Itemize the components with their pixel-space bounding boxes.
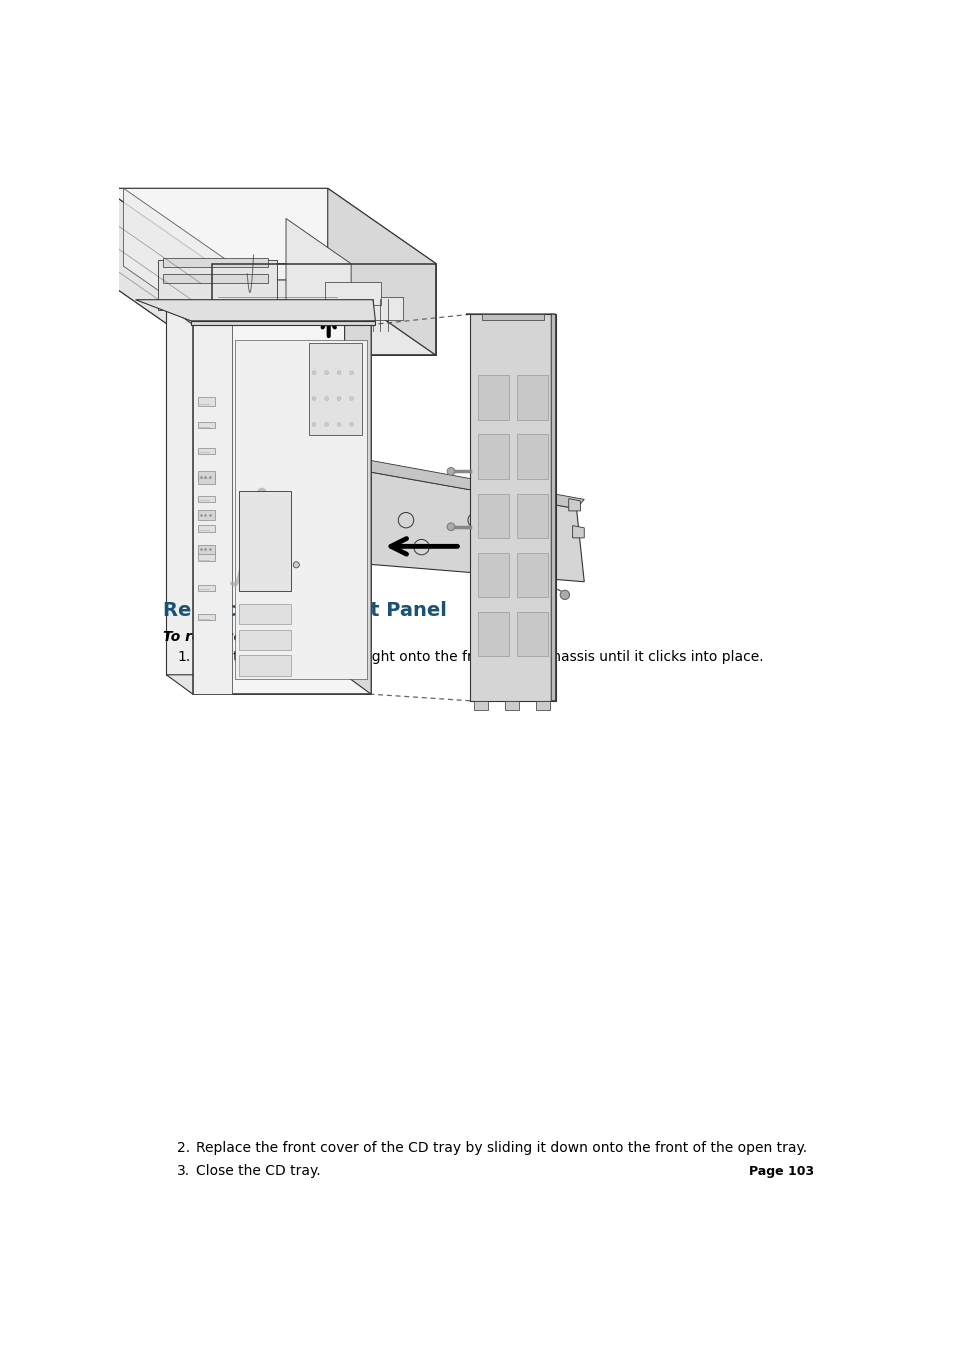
Polygon shape [470,315,555,701]
Polygon shape [166,305,344,674]
Polygon shape [197,509,214,520]
Polygon shape [197,544,214,554]
Polygon shape [505,701,518,711]
Circle shape [312,370,315,374]
Circle shape [559,590,569,600]
Text: Replacing the Front Panel: Replacing the Front Panel [163,601,447,620]
Polygon shape [235,340,367,678]
Polygon shape [477,376,509,420]
Polygon shape [197,422,214,428]
Polygon shape [197,526,214,531]
Text: 2.: 2. [177,1140,191,1155]
Polygon shape [197,471,214,484]
Polygon shape [239,630,291,650]
Polygon shape [347,297,402,320]
Polygon shape [166,305,371,324]
Text: 1.: 1. [177,650,191,665]
Polygon shape [104,188,328,280]
Polygon shape [325,282,381,305]
Polygon shape [359,461,583,508]
Polygon shape [197,474,214,480]
Polygon shape [166,674,371,694]
Text: To replace the front panel: To replace the front panel [163,630,366,644]
Polygon shape [197,447,214,454]
Polygon shape [536,701,550,711]
Polygon shape [197,585,214,590]
Polygon shape [477,612,509,657]
Text: 3.: 3. [177,1163,191,1178]
Text: Push the front panel straight onto the front of the chassis until it clicks into: Push the front panel straight onto the f… [195,650,762,665]
Polygon shape [193,324,371,694]
Polygon shape [348,470,583,582]
Polygon shape [104,280,436,355]
Polygon shape [477,435,509,478]
Polygon shape [517,612,547,657]
Polygon shape [163,274,268,282]
Polygon shape [169,308,279,339]
Polygon shape [517,376,547,420]
Circle shape [349,397,353,400]
Text: Close the CD tray.: Close the CD tray. [195,1163,320,1178]
Polygon shape [344,485,359,501]
Polygon shape [344,305,371,694]
Polygon shape [481,315,543,320]
Circle shape [349,370,353,374]
Polygon shape [477,493,509,538]
Polygon shape [104,188,436,263]
Circle shape [336,397,340,400]
Polygon shape [477,553,509,597]
Polygon shape [517,553,547,597]
Polygon shape [197,397,214,405]
Polygon shape [197,553,214,561]
Text: Page 103: Page 103 [748,1165,814,1178]
Polygon shape [517,435,547,478]
Polygon shape [239,490,291,590]
Circle shape [293,562,299,567]
Circle shape [324,370,328,374]
Circle shape [324,397,328,400]
Circle shape [349,423,353,427]
Polygon shape [193,324,232,694]
Polygon shape [344,555,359,570]
Polygon shape [197,496,214,503]
Circle shape [447,467,455,476]
Polygon shape [309,343,362,435]
Circle shape [447,523,455,531]
Polygon shape [197,615,214,620]
Polygon shape [286,219,351,355]
Polygon shape [135,300,375,320]
Circle shape [336,370,340,374]
Polygon shape [163,258,268,267]
Polygon shape [239,604,291,624]
Circle shape [312,423,315,427]
Circle shape [324,423,328,427]
Circle shape [312,397,315,400]
Polygon shape [572,526,583,538]
Polygon shape [551,315,555,701]
Circle shape [336,423,340,427]
Text: Replace the front cover of the CD tray by sliding it down onto the front of the : Replace the front cover of the CD tray b… [195,1140,806,1155]
Polygon shape [123,188,232,342]
Polygon shape [328,188,436,355]
Polygon shape [104,188,212,355]
Polygon shape [239,655,291,676]
Polygon shape [517,493,547,538]
Polygon shape [474,701,488,711]
Polygon shape [191,320,375,326]
Polygon shape [568,499,579,511]
Polygon shape [158,259,276,311]
